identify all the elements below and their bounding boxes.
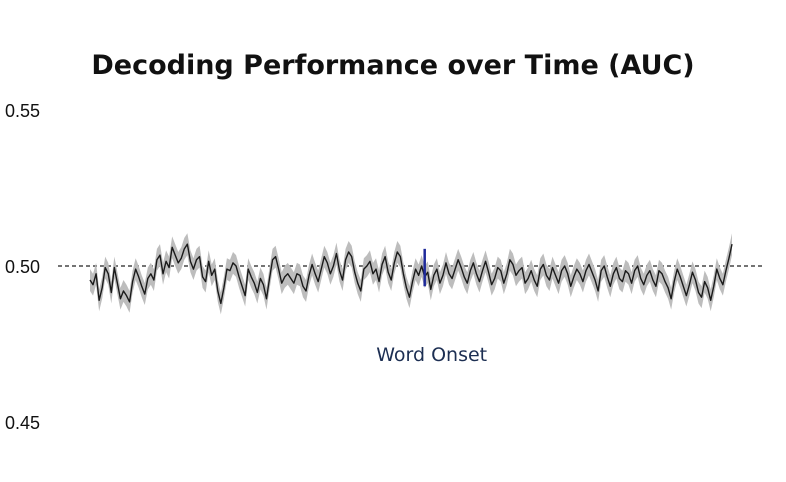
y-tick-label: 0.50 (5, 257, 40, 277)
chart-title: Decoding Performance over Time (AUC) (91, 50, 695, 81)
y-tick-label: 0.55 (5, 101, 40, 121)
word-onset-label: Word Onset (376, 344, 487, 366)
y-tick-label: 0.45 (5, 413, 40, 433)
series-line (89, 243, 733, 305)
confidence-band (90, 233, 732, 315)
